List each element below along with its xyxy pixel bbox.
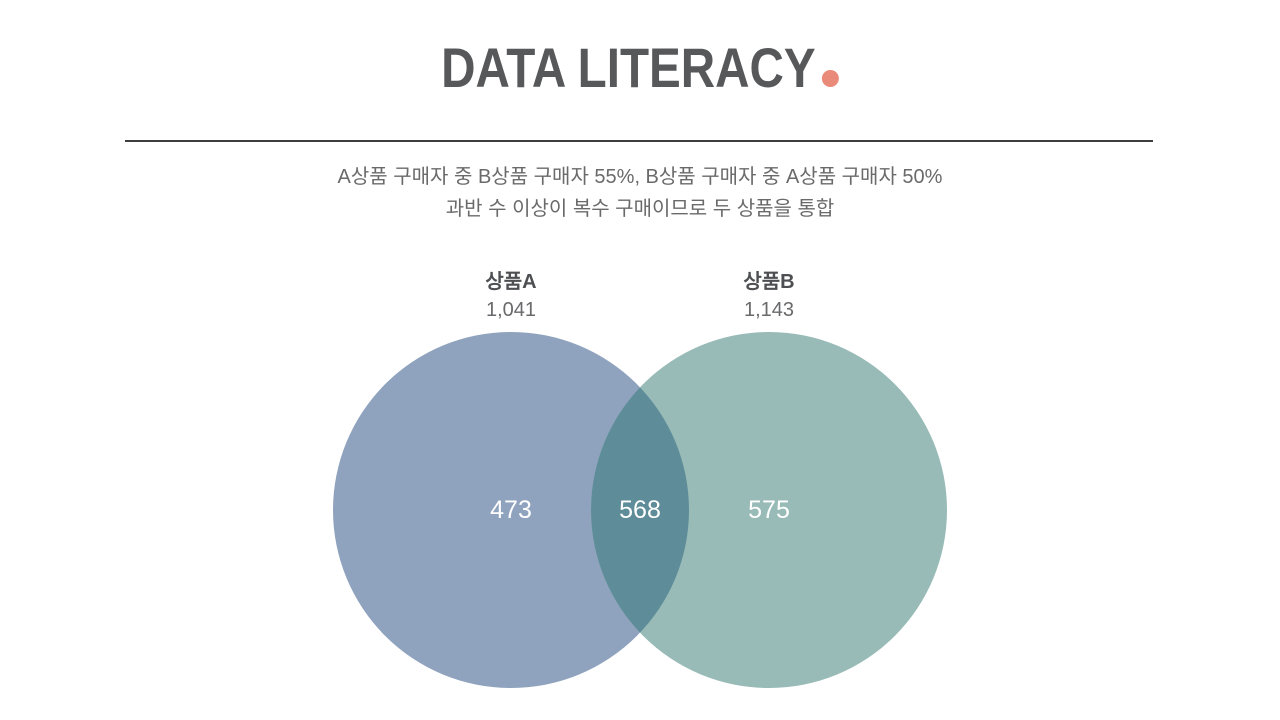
set-b-total: 1,143 — [743, 299, 795, 321]
set-a-total: 1,041 — [485, 299, 537, 321]
title-accent-dot-icon — [821, 70, 839, 87]
intersection-value: 568 — [619, 496, 661, 524]
subtitle-line-2: 과반 수 이상이 복수 구매이므로 두 상품을 통합 — [445, 198, 835, 220]
set-a-label: 상품A — [485, 271, 537, 293]
divider-line — [125, 140, 1153, 142]
set-b-only-value: 575 — [748, 496, 790, 524]
title-text: DATA LITERACY — [441, 36, 816, 99]
subtitle-line-1: A상품 구매자 중 B상품 구매자 55%, B상품 구매자 중 A상품 구매자… — [337, 166, 943, 188]
page-title-inner: DATA LITERACY — [441, 36, 839, 100]
venn-circle-a — [333, 332, 689, 688]
page-title: DATA LITERACY — [0, 36, 1280, 100]
subtitle-block: A상품 구매자 중 B상품 구매자 55%, B상품 구매자 중 A상품 구매자… — [0, 161, 1280, 225]
set-a-only-value: 473 — [490, 496, 532, 524]
set-b-label: 상품B — [743, 271, 795, 293]
venn-circle-b — [591, 332, 947, 688]
